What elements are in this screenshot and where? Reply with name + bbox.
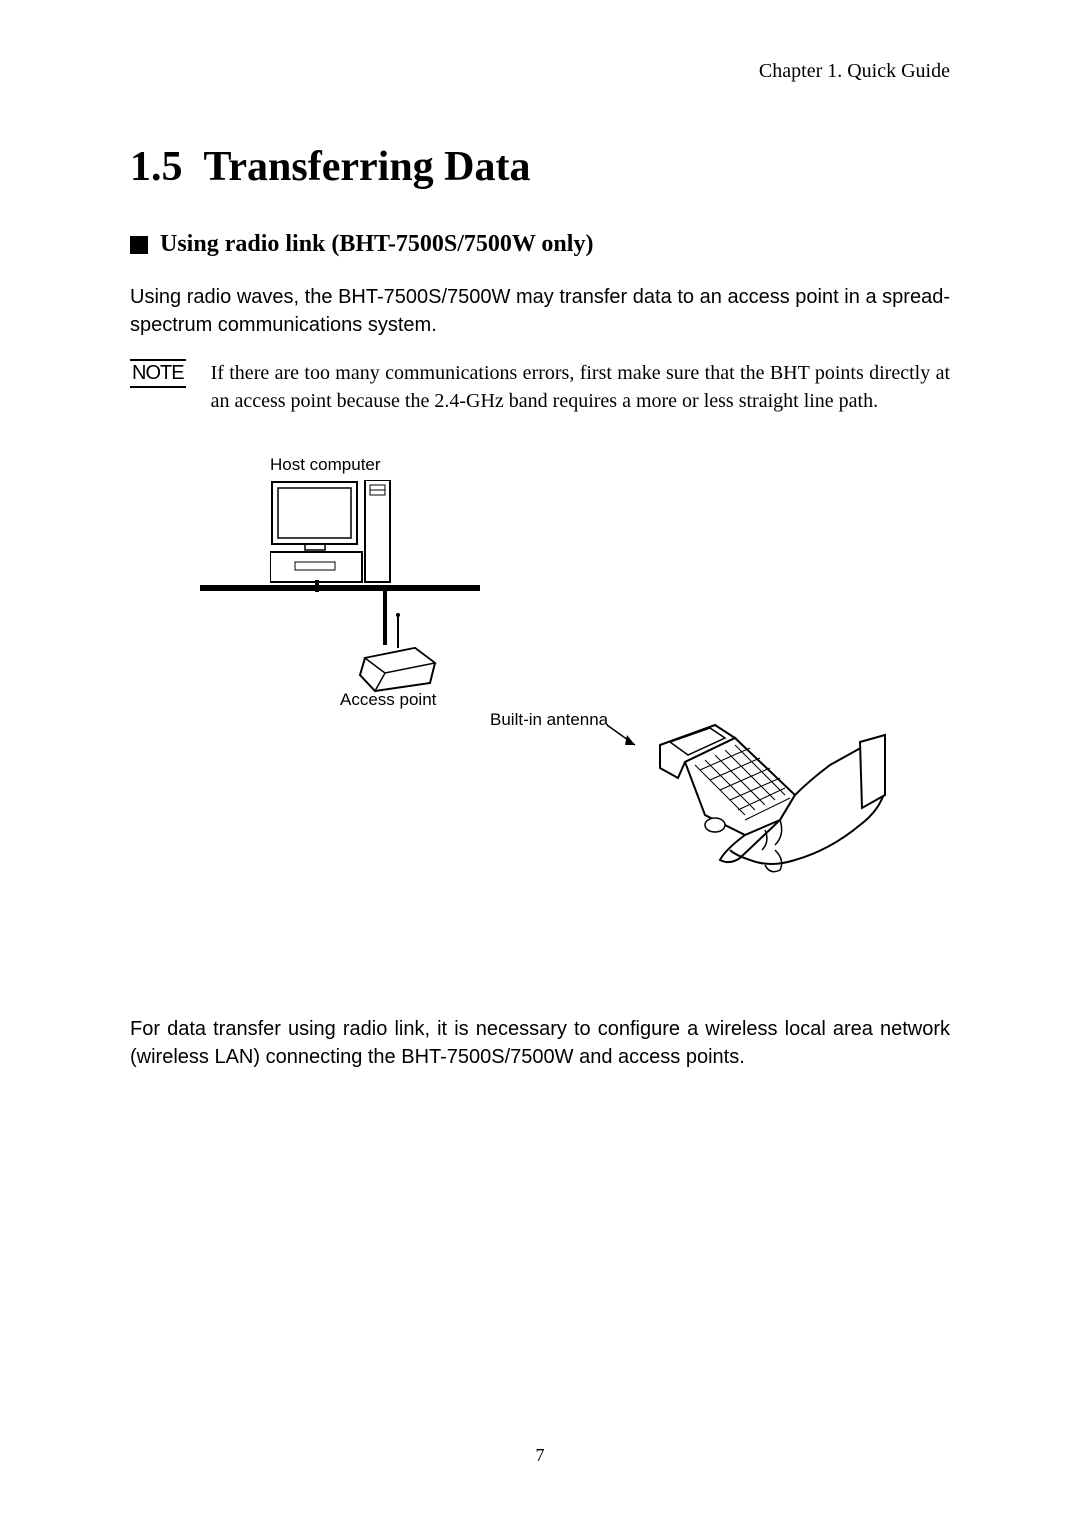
chapter-header: Chapter 1. Quick Guide xyxy=(130,60,950,83)
diagram: Host computer Access point Built-in ante… xyxy=(200,455,900,885)
diagram-label-access-point: Access point xyxy=(340,690,436,710)
diagram-label-host: Host computer xyxy=(270,455,381,475)
network-line-icon xyxy=(200,585,480,595)
diagram-label-antenna: Built-in antenna xyxy=(490,710,608,730)
page-number: 7 xyxy=(536,1445,545,1466)
note-text: If there are too many communications err… xyxy=(211,359,950,415)
note-block: NOTE If there are too many communication… xyxy=(130,359,950,415)
note-label: NOTE xyxy=(130,359,186,388)
ap-connector-icon xyxy=(383,590,391,645)
section-title: 1.5 Transferring Data xyxy=(130,143,950,191)
access-point-icon xyxy=(355,643,445,693)
handheld-device-icon xyxy=(630,720,890,885)
host-connector-icon xyxy=(315,580,321,592)
section-title-text: Transferring Data xyxy=(204,144,531,190)
subsection-marker-icon xyxy=(130,236,148,254)
section-number: 1.5 xyxy=(130,144,183,190)
subsection-heading: Using radio link (BHT-7500S/7500W only) xyxy=(130,231,950,258)
subsection-title: Using radio link (BHT-7500S/7500W only) xyxy=(160,231,593,258)
paragraph-intro: Using radio waves, the BHT-7500S/7500W m… xyxy=(130,283,950,339)
paragraph-config: For data transfer using radio link, it i… xyxy=(130,1015,950,1071)
host-computer-icon xyxy=(270,480,400,590)
